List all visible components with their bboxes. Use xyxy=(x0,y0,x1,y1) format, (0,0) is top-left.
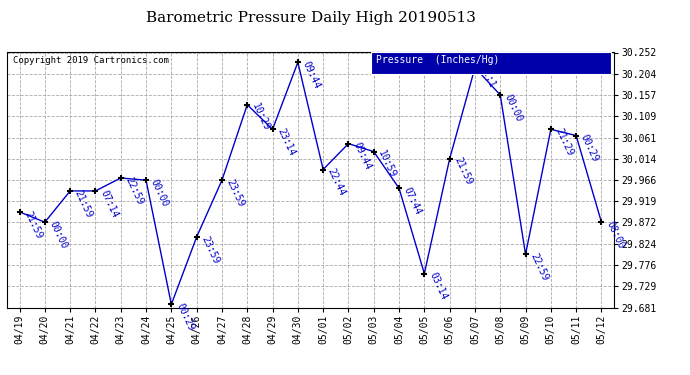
Text: 07:44: 07:44 xyxy=(402,186,423,216)
Text: 07:14: 07:14 xyxy=(98,188,119,219)
Text: 21:29: 21:29 xyxy=(553,126,575,158)
Text: 00:00: 00:00 xyxy=(48,219,69,250)
Text: 09:44: 09:44 xyxy=(351,141,373,172)
Text: 00:29: 00:29 xyxy=(579,133,600,164)
Text: 12:1: 12:1 xyxy=(477,65,497,90)
Text: 09:44: 09:44 xyxy=(301,60,322,90)
Text: 00:29: 00:29 xyxy=(174,302,195,333)
Text: 10:29: 10:29 xyxy=(250,102,271,133)
Text: 22:59: 22:59 xyxy=(529,252,550,282)
Text: 23:14: 23:14 xyxy=(275,126,297,158)
Text: 22:59: 22:59 xyxy=(124,175,145,206)
Text: 08:00: 08:00 xyxy=(604,219,626,250)
Text: 00:00: 00:00 xyxy=(149,177,170,208)
Text: 21:59: 21:59 xyxy=(73,188,95,219)
Text: Pressure  (Inches/Hg): Pressure (Inches/Hg) xyxy=(376,55,500,65)
Text: 23:59: 23:59 xyxy=(199,234,221,265)
Text: 10:59: 10:59 xyxy=(377,149,398,180)
Bar xyxy=(371,53,611,74)
Text: 22:44: 22:44 xyxy=(326,167,347,198)
Text: 23:59: 23:59 xyxy=(225,177,246,208)
Text: 21:59: 21:59 xyxy=(453,156,474,187)
Text: 00:00: 00:00 xyxy=(503,92,524,123)
Text: Copyright 2019 Cartronics.com: Copyright 2019 Cartronics.com xyxy=(13,56,169,65)
Text: 21:59: 21:59 xyxy=(22,209,43,240)
Text: Barometric Pressure Daily High 20190513: Barometric Pressure Daily High 20190513 xyxy=(146,11,475,25)
Text: 03:14: 03:14 xyxy=(427,271,449,302)
